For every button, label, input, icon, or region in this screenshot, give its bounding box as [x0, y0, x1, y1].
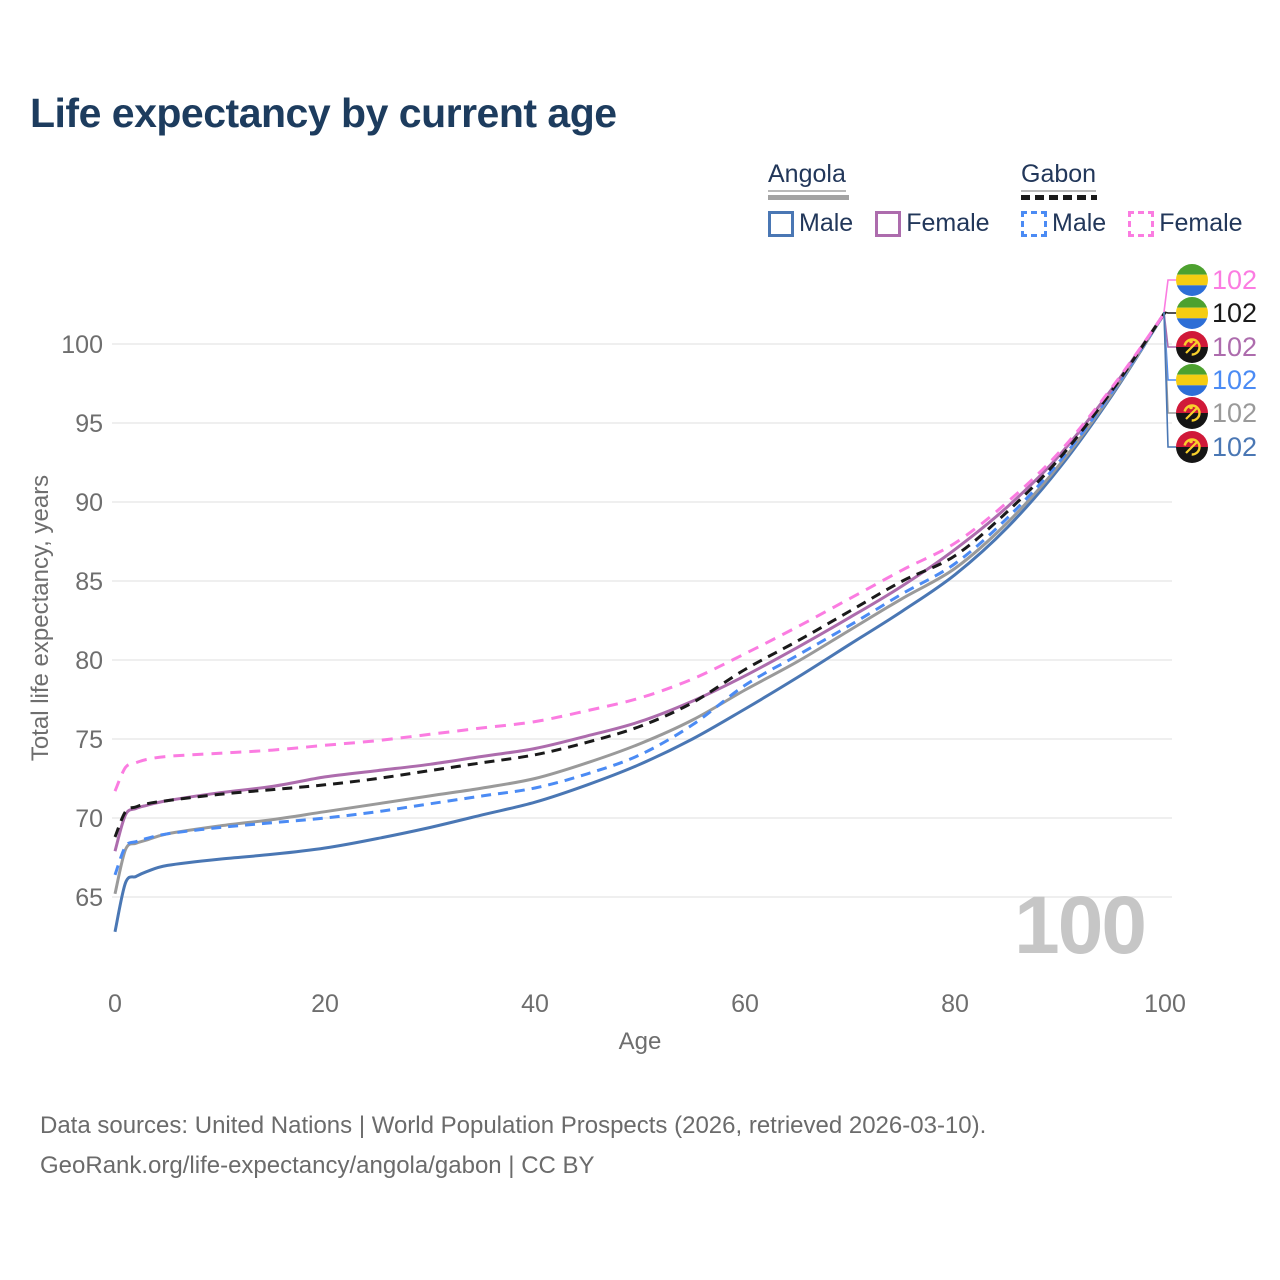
legend-item-gabon-male[interactable]: Male [1021, 209, 1106, 238]
footer-attribution-line: GeoRank.org/life-expectancy/angola/gabon… [40, 1152, 595, 1179]
series-line-angola-total[interactable] [113, 311, 1167, 895]
angola-male-swatch-icon [768, 210, 794, 237]
end-label-value-angola-male: 102 [1212, 432, 1257, 462]
flag-icon-gabon [1176, 264, 1208, 296]
footer: Data sources: United Nations | World Pop… [40, 1106, 986, 1186]
end-label-value-gabon-total: 102 [1212, 298, 1257, 328]
end-label-value-gabon-male: 102 [1212, 365, 1257, 395]
y-tick-label: 85 [75, 568, 103, 596]
flag-icon-angola [1176, 397, 1208, 429]
legend-item-label: Male [1052, 209, 1107, 237]
gabon-female-swatch-icon [1128, 210, 1155, 237]
legend-country-angola[interactable]: Angola [768, 160, 846, 192]
series-line-gabon-total[interactable] [113, 311, 1167, 838]
legend-group-angola: Angola Male Female [768, 160, 990, 238]
angola-female-swatch-icon [875, 210, 902, 237]
y-axis-title: Total life expectancy, years [27, 475, 54, 761]
angola-line-style-swatch [768, 195, 849, 200]
legend-item-angola-male[interactable]: Male [768, 209, 853, 238]
y-tick-label: 70 [75, 805, 103, 833]
series-line-angola-male[interactable] [113, 311, 1167, 933]
flag-icon-gabon [1176, 364, 1208, 396]
flag-icon-angola [1176, 431, 1208, 463]
flag-icon-angola [1176, 331, 1208, 363]
x-axis-title: Age [619, 1028, 662, 1055]
y-tick-label: 80 [75, 647, 103, 675]
end-label-value-gabon-female: 102 [1212, 265, 1257, 295]
y-tick-label: 65 [75, 884, 103, 912]
legend-country-gabon[interactable]: Gabon [1021, 160, 1097, 192]
end-label-value-angola-total: 102 [1212, 398, 1257, 428]
x-tick-label: 60 [731, 990, 759, 1018]
y-tick-label: 100 [61, 331, 103, 359]
gabon-male-swatch-icon [1021, 210, 1047, 237]
hover-age-watermark: 100 [1014, 880, 1145, 971]
x-tick-label: 40 [521, 990, 549, 1018]
end-label-value-angola-female: 102 [1212, 332, 1257, 362]
series-line-angola-female[interactable] [113, 311, 1167, 852]
x-tick-label: 100 [1144, 990, 1186, 1018]
end-label-leader-gabon-total [1163, 311, 1176, 314]
y-tick-label: 95 [75, 410, 103, 438]
series-line-gabon-female[interactable] [113, 311, 1167, 792]
y-tick-label: 90 [75, 489, 103, 517]
y-tick-label: 75 [75, 726, 103, 754]
legend-item-gabon-female[interactable]: Female [1128, 209, 1243, 238]
page-title: Life expectancy by current age [30, 90, 617, 136]
legend-item-angola-female[interactable]: Female [875, 209, 990, 238]
legend-row-angola: Male Female [768, 209, 990, 238]
legend-row-gabon: Male Female [1021, 209, 1243, 238]
x-tick-label: 0 [108, 990, 122, 1018]
x-tick-label: 80 [941, 990, 969, 1018]
flag-icon-gabon [1176, 297, 1208, 329]
legend-item-label: Female [1159, 209, 1243, 237]
x-tick-label: 20 [311, 990, 339, 1018]
series-line-gabon-male[interactable] [113, 311, 1167, 876]
legend-group-gabon: Gabon Male Female [1021, 160, 1243, 238]
end-label-leader-angola-male [1163, 311, 1176, 448]
footer-sources-line: Data sources: United Nations | World Pop… [40, 1112, 987, 1139]
gabon-line-style-swatch [1021, 195, 1097, 200]
end-label-leader-gabon-female [1163, 279, 1176, 313]
legend-item-label: Female [906, 209, 990, 237]
legend-item-label: Male [799, 209, 854, 237]
